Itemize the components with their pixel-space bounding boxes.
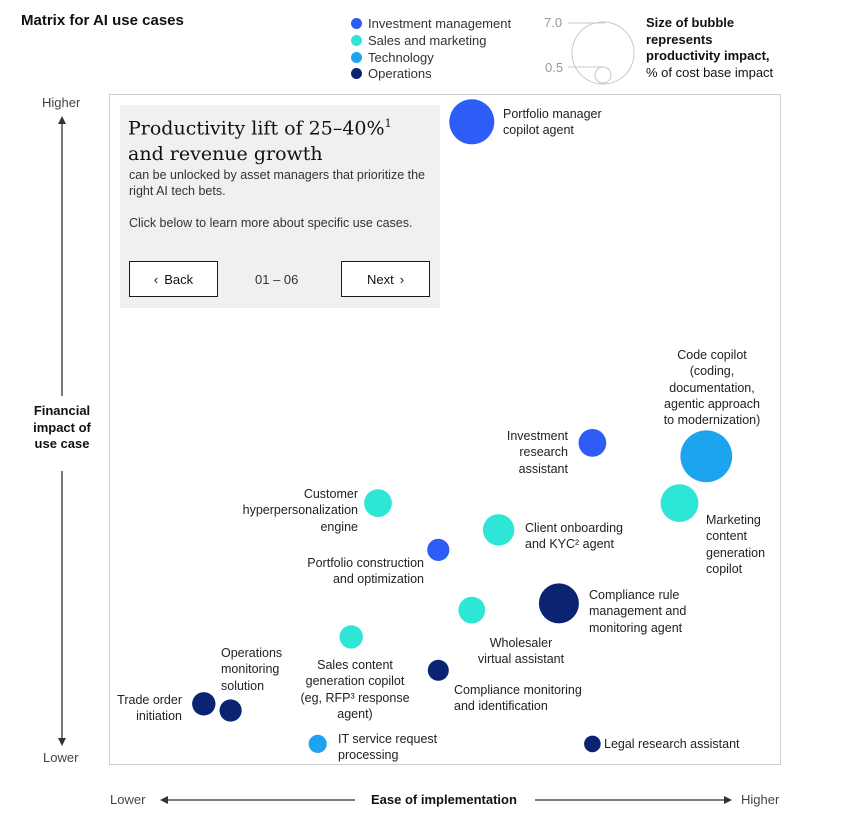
y-axis-arrow xyxy=(58,116,66,746)
bubble-label-operations-monitoring[interactable]: Operations monitoring solution xyxy=(221,646,283,693)
legend-label: Operations xyxy=(368,66,432,81)
bubble-marketing-content-generation-copilot[interactable] xyxy=(660,484,699,522)
legend-item-sales-and-marketing: Sales and marketing xyxy=(351,33,487,48)
size-legend-max-circle xyxy=(571,21,635,85)
legend-item-operations: Operations xyxy=(351,66,432,81)
back-button-label: Back xyxy=(164,271,194,287)
back-button[interactable]: ‹ Back xyxy=(129,261,218,297)
bubble-sales-content-generation-copilot-eg-rfp-response-agent[interactable] xyxy=(339,625,363,649)
panel-body: can be unlocked by asset managers that p… xyxy=(129,168,426,198)
x-axis-arrow xyxy=(160,796,732,804)
bubble-client-onboarding-and-kyc-agent[interactable] xyxy=(482,514,515,546)
panel-headline-main: Productivity lift of 25–40% xyxy=(128,117,385,140)
footnote-marker: 1 xyxy=(384,117,392,130)
bubble-label-trade-order-initiation[interactable]: Trade order initiation xyxy=(117,693,182,724)
size-legend-note: Size of bubble represents productivity i… xyxy=(646,15,846,81)
pager-indicator: 01 – 06 xyxy=(255,272,299,287)
size-legend-graphic xyxy=(568,21,635,85)
bubble-portfolio-construction-and-optimization[interactable] xyxy=(427,538,450,562)
bubble-label-sales-content-copilot[interactable]: Sales content generation copilot (eg, RFP³… xyxy=(300,658,410,721)
bubble-label-code-copilot[interactable]: Code copilot (coding, documentation, agenti… xyxy=(663,348,761,428)
bubble-label-it-service-request[interactable]: IT service request processing xyxy=(338,732,438,763)
legend-dot-icon xyxy=(351,52,362,63)
size-legend-title-line: productivity impact, xyxy=(646,48,770,63)
legend-dot-icon xyxy=(351,35,362,46)
plot-area xyxy=(109,94,781,765)
panel-headline: Productivity lift of 25–40%1 and revenue… xyxy=(128,111,428,167)
next-button[interactable]: Next › xyxy=(341,261,430,297)
size-legend-title-line: represents xyxy=(646,31,713,47)
bubble-wholesaler-virtual-assistant[interactable] xyxy=(458,596,486,624)
chevron-left-icon: ‹ xyxy=(153,271,159,287)
bubble-portfolio-manager-copilot-agent[interactable] xyxy=(449,99,495,145)
bubble-compliance-rule-management-and-monitoring-agent[interactable] xyxy=(538,583,579,624)
bubble-label-customer-hyperpersonalization[interactable]: Customer hyperpersonalization engine xyxy=(242,487,358,534)
legend-item-technology: Technology xyxy=(351,50,434,65)
bubble-code-copilot-coding-documentation-agentic-approach-to-modernization[interactable] xyxy=(680,430,733,483)
bubble-label-portfolio-construction[interactable]: Portfolio construction and optimization xyxy=(307,556,424,587)
panel-cta: Click below to learn more about specific… xyxy=(129,216,413,230)
size-legend-max-label: 7.0 xyxy=(544,15,563,30)
bubble-label-client-onboarding-kyc[interactable]: Client onboarding and KYC² agent xyxy=(525,521,623,552)
legend-label: Technology xyxy=(368,50,434,65)
bubble-label-legal-research-assistant[interactable]: Legal research assistant xyxy=(604,737,740,751)
legend-label: Sales and marketing xyxy=(368,33,487,48)
x-axis-high-label: Higher xyxy=(741,792,780,807)
y-axis-label: Financial impact of use case xyxy=(33,403,91,451)
bubble-label-portfolio-manager-copilot[interactable]: Portfolio manager copilot agent xyxy=(503,107,602,138)
bubble-investment-research-assistant[interactable] xyxy=(578,429,607,457)
bubble-trade-order-initiation[interactable] xyxy=(192,692,216,716)
panel-headline-second: and revenue growth xyxy=(128,143,323,166)
size-legend-title-line: Size of bubble xyxy=(646,15,735,30)
bubble-label-compliance-rule-management[interactable]: Compliance rule management and monitoring … xyxy=(589,588,687,635)
bubble-legal-research-assistant[interactable] xyxy=(584,735,601,753)
legend-item-investment-management: Investment management xyxy=(351,16,511,31)
next-button-label: Next xyxy=(366,271,394,287)
legend-label: Investment management xyxy=(368,16,512,31)
bubble-operations-monitoring-solution[interactable] xyxy=(219,699,242,722)
chart-title: Matrix for AI use cases xyxy=(21,12,184,29)
bubble-label-investment-research-assistant[interactable]: Investment research assistant xyxy=(506,429,568,476)
bubble-it-service-request-processing[interactable] xyxy=(308,734,327,754)
bubble-customer-hyperpersonalization-engine[interactable] xyxy=(364,489,392,517)
bubble-compliance-monitoring-and-identification[interactable] xyxy=(427,659,449,681)
legend-dot-icon xyxy=(351,18,362,29)
y-axis-high-label: Higher xyxy=(42,95,81,110)
y-axis-low-label: Lower xyxy=(43,750,79,765)
bubble-label-marketing-content-copilot[interactable]: Marketing content generation copilot xyxy=(706,513,766,576)
x-axis-low-label: Lower xyxy=(110,792,146,807)
bubble-label-compliance-monitoring[interactable]: Compliance monitoring and identification xyxy=(454,683,582,714)
legend-dot-icon xyxy=(351,68,362,79)
bubble-label-wholesaler-virtual-assistant[interactable]: Wholesaler virtual assistant xyxy=(477,636,565,667)
info-panel: Productivity lift of 25–40%1 and revenue… xyxy=(120,105,440,308)
size-legend-min-circle xyxy=(594,66,612,84)
chevron-right-icon: › xyxy=(399,271,405,287)
size-legend-subtitle: % of cost base impact xyxy=(646,64,774,80)
size-legend-min-label: 0.5 xyxy=(545,60,564,75)
x-axis-label: Ease of implementation xyxy=(371,792,517,807)
